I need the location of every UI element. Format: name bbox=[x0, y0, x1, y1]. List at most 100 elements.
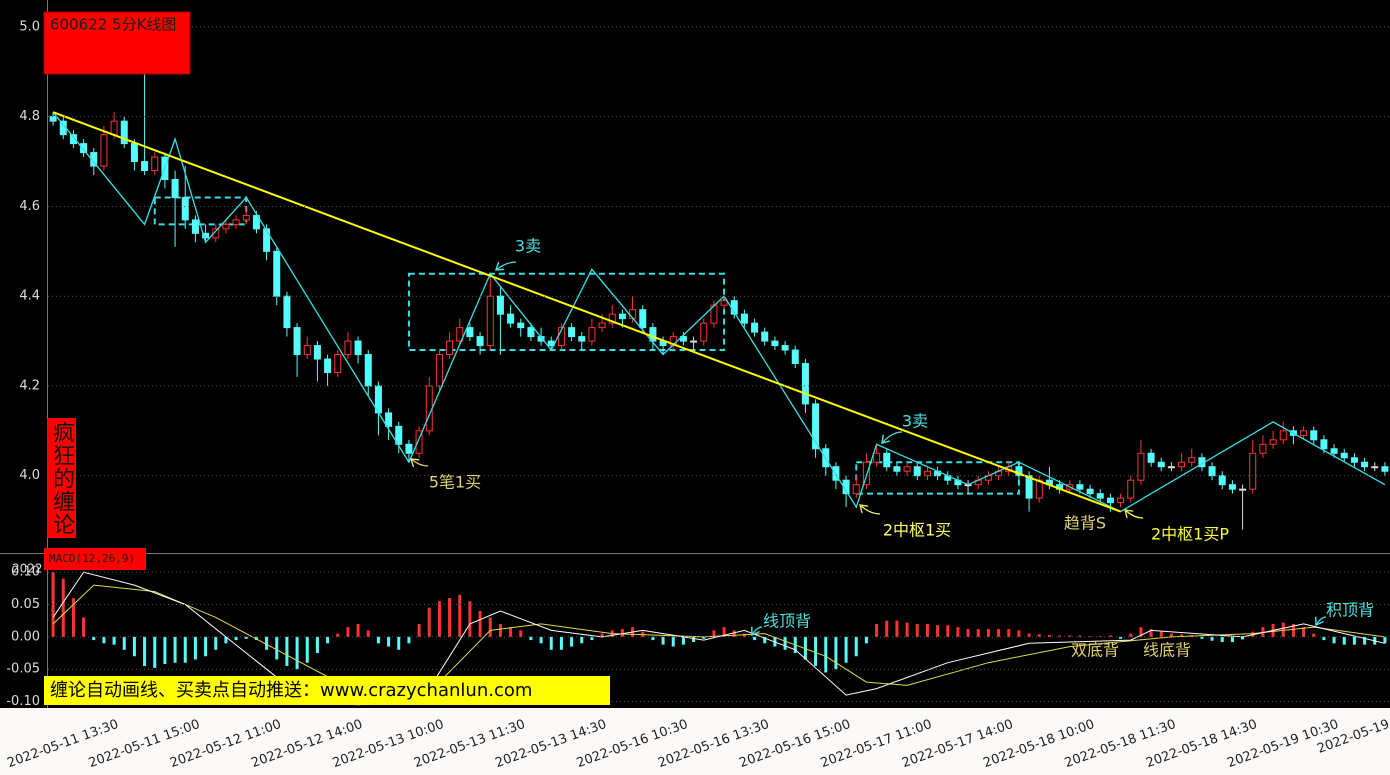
candle-body bbox=[191, 219, 199, 234]
y-tick-label: 0.10 bbox=[11, 565, 40, 580]
candle-body bbox=[202, 232, 210, 239]
macd-bar bbox=[204, 636, 208, 657]
chart-title: 600622 5分K线图 bbox=[50, 16, 176, 34]
macd-bar bbox=[966, 629, 970, 637]
macd-bar bbox=[437, 601, 441, 637]
macd-bar bbox=[1332, 636, 1336, 644]
macd-bar bbox=[1200, 636, 1204, 639]
macd-panel bbox=[51, 571, 1387, 706]
macd-bar bbox=[753, 636, 757, 641]
macd-bar bbox=[844, 636, 848, 663]
candle-body bbox=[740, 313, 748, 324]
macd-bar bbox=[1027, 633, 1031, 637]
macd-bar bbox=[1291, 623, 1295, 637]
macd-bar bbox=[275, 636, 279, 660]
macd-bar bbox=[1342, 636, 1346, 645]
candle-body bbox=[517, 322, 525, 329]
macd-bar bbox=[1108, 635, 1112, 637]
brand: 疯狂的缠论 bbox=[47, 418, 76, 538]
candle-body bbox=[49, 116, 57, 122]
candle-body bbox=[903, 466, 911, 472]
candle-body bbox=[466, 327, 474, 338]
macd-bar bbox=[1230, 636, 1234, 643]
annotation: 3卖 bbox=[902, 412, 928, 431]
candle-body bbox=[324, 358, 332, 373]
candle-body bbox=[293, 327, 301, 356]
banner: 缠论自动画线、买卖点自动推送：www.crazychanlun.com bbox=[50, 680, 532, 701]
candle-body bbox=[568, 327, 576, 338]
macd-bar bbox=[193, 636, 197, 660]
candle-body bbox=[862, 461, 870, 486]
candle-body bbox=[1300, 430, 1308, 436]
macd-bar bbox=[214, 636, 218, 650]
macd-bar bbox=[1017, 630, 1021, 637]
macd-bar bbox=[346, 627, 350, 637]
candle-body bbox=[893, 466, 901, 472]
macd-title: MACD(12,26,9) bbox=[49, 552, 135, 565]
macd-bar bbox=[1068, 635, 1072, 637]
macd-bar bbox=[570, 636, 574, 647]
candle-body bbox=[303, 345, 311, 356]
annotation-arrow bbox=[860, 505, 881, 515]
macd-bar bbox=[600, 633, 604, 637]
macd-bar bbox=[783, 636, 787, 650]
candle-body bbox=[873, 452, 881, 463]
macd-bar bbox=[1139, 627, 1143, 637]
macd-bar bbox=[51, 572, 55, 637]
macd-bar bbox=[590, 636, 594, 641]
candle-body bbox=[761, 331, 769, 342]
macd-bar bbox=[336, 633, 340, 637]
macd-bar bbox=[875, 623, 879, 637]
candle-body bbox=[110, 120, 118, 136]
candle-body bbox=[1147, 452, 1155, 463]
macd-bar bbox=[1383, 636, 1387, 644]
macd-bar bbox=[478, 610, 482, 637]
candle-body bbox=[1178, 461, 1186, 468]
macd-bar bbox=[71, 598, 75, 637]
macd-bar bbox=[468, 601, 472, 637]
macd-bar bbox=[387, 636, 391, 647]
y-tick-label: 4.0 bbox=[19, 468, 40, 483]
macd-bar bbox=[1352, 636, 1356, 645]
candle-body bbox=[720, 300, 728, 306]
macd-bar bbox=[61, 578, 65, 637]
macd-bar bbox=[1129, 633, 1133, 637]
macd-bar bbox=[681, 636, 685, 645]
candle-body bbox=[923, 470, 931, 477]
macd-bar bbox=[539, 636, 543, 644]
x-axis-band bbox=[0, 708, 1390, 775]
macd-bar bbox=[814, 636, 818, 666]
candle-body bbox=[1167, 466, 1175, 469]
macd-bar bbox=[997, 629, 1001, 637]
macd-bar bbox=[742, 633, 746, 637]
candle-body bbox=[527, 327, 535, 338]
candle-body bbox=[781, 345, 789, 351]
macd-bar bbox=[915, 623, 919, 637]
candle-body bbox=[1320, 439, 1328, 450]
annotation-arrow bbox=[1125, 510, 1144, 519]
macd-bar bbox=[122, 636, 126, 650]
macd-bar bbox=[620, 629, 624, 637]
macd-bar bbox=[651, 636, 655, 641]
candle-body bbox=[1137, 452, 1145, 481]
candle-body bbox=[222, 223, 230, 230]
macd-bar bbox=[112, 636, 116, 645]
title-box bbox=[43, 11, 191, 75]
macd-bar bbox=[1007, 629, 1011, 637]
macd-bar bbox=[183, 636, 187, 663]
dea-line bbox=[52, 584, 1385, 703]
candle-body bbox=[913, 466, 921, 477]
macd-bar bbox=[1220, 636, 1224, 643]
candle-body bbox=[1340, 452, 1348, 459]
macd-bar bbox=[173, 636, 177, 663]
macd-bar bbox=[244, 636, 248, 639]
candle-body bbox=[80, 143, 88, 154]
candle-body bbox=[1025, 475, 1033, 499]
macd-bar bbox=[153, 636, 157, 668]
y-tick-label: 4.6 bbox=[19, 199, 40, 214]
macd-bar bbox=[519, 630, 523, 637]
candle-body bbox=[1117, 497, 1125, 504]
candle-body bbox=[212, 228, 220, 239]
candle-body bbox=[598, 322, 606, 329]
candle-body bbox=[1350, 457, 1358, 463]
